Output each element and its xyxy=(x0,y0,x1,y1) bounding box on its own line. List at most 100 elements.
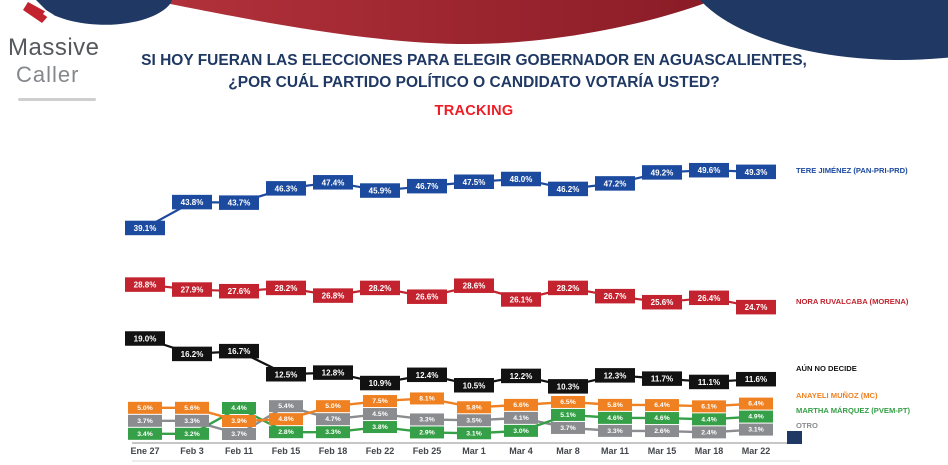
series-line-5 xyxy=(145,404,757,436)
data-label-value: 47.4% xyxy=(322,178,345,187)
x-axis-tick-label: Feb 11 xyxy=(225,446,253,456)
data-label-value: 19.0% xyxy=(134,335,157,344)
data-label-box xyxy=(407,178,447,194)
data-label-box xyxy=(642,294,682,310)
data-label-box xyxy=(269,400,303,413)
data-label-value: 28.6% xyxy=(463,282,486,291)
x-axis-tick-label: Feb 15 xyxy=(272,446,301,456)
data-label-value: 5.8% xyxy=(607,402,623,409)
data-label-value: 11.1% xyxy=(698,378,720,387)
data-label-box xyxy=(457,401,491,414)
data-label-box xyxy=(266,181,306,196)
data-label-value: 47.5% xyxy=(463,178,486,187)
data-label-box xyxy=(407,289,447,304)
data-label-box xyxy=(172,194,212,210)
data-label-value: 7.5% xyxy=(372,398,388,405)
data-label-value: 10.9% xyxy=(369,379,392,388)
data-label-value: 5.0% xyxy=(137,405,153,412)
data-label-box xyxy=(219,283,259,299)
brand-name-caller: Caller xyxy=(16,62,80,87)
x-axis-tick-label: Mar 15 xyxy=(648,446,677,456)
data-label-box xyxy=(551,421,585,434)
data-label-box xyxy=(504,398,538,411)
legend-label-1: NORA RUVALCABA (MORENA) xyxy=(796,297,909,306)
data-label-box xyxy=(410,392,444,405)
data-label-value: 49.3% xyxy=(745,168,768,177)
data-label-box xyxy=(269,413,303,426)
data-label-value: 39.1% xyxy=(134,224,157,233)
data-label-value: 3.1% xyxy=(466,430,482,437)
data-label-box xyxy=(501,292,541,307)
data-label-box xyxy=(172,346,212,362)
x-axis-tick-label: Mar 22 xyxy=(742,446,771,456)
brand-tagline-placeholder xyxy=(18,98,96,101)
data-label-box xyxy=(595,176,635,191)
data-label-value: 3.7% xyxy=(137,418,153,425)
data-label-value: 4.4% xyxy=(231,405,247,412)
data-label-box xyxy=(128,427,162,440)
data-label-box xyxy=(316,400,350,413)
data-label-box xyxy=(222,427,256,440)
data-label-box xyxy=(692,413,726,426)
data-label-value: 47.2% xyxy=(604,179,627,188)
data-label-box xyxy=(642,165,682,180)
data-label-value: 26.6% xyxy=(416,293,439,302)
x-axis-tick-label: Mar 11 xyxy=(601,446,629,456)
brand-logo: Massive Caller xyxy=(6,0,196,115)
data-label-box xyxy=(128,414,162,427)
data-label-value: 4.6% xyxy=(654,415,670,422)
data-label-value: 8.1% xyxy=(419,395,435,402)
data-label-value: 3.3% xyxy=(607,428,623,435)
data-label-value: 24.7% xyxy=(745,303,768,312)
legend-label-0: TERE JIMÉNEZ (PAN-PRI-PRD) xyxy=(796,166,908,175)
data-label-value: 28.2% xyxy=(275,284,298,293)
data-label-box xyxy=(689,162,729,178)
data-label-box xyxy=(551,408,585,421)
data-label-box xyxy=(645,412,679,425)
data-label-box xyxy=(689,290,729,306)
survey-question-line1: SI HOY FUERAN LAS ELECCIONES PARA ELEGIR… xyxy=(141,52,807,69)
data-label-box xyxy=(598,424,632,437)
data-label-value: 27.6% xyxy=(228,287,251,296)
data-label-value: 4.6% xyxy=(607,415,623,422)
data-label-value: 16.2% xyxy=(181,350,204,359)
data-label-value: 43.8% xyxy=(181,198,204,207)
legend-label-2: AÚN NO DECIDE xyxy=(796,364,857,373)
data-label-value: 4.1% xyxy=(513,415,529,422)
x-axis-tick-label: Feb 3 xyxy=(180,446,204,456)
data-label-box xyxy=(219,195,259,210)
survey-question-line2: ¿POR CUÁL PARTIDO POLÍTICO O CANDIDATO V… xyxy=(228,74,720,92)
data-label-value: 26.4% xyxy=(698,294,721,303)
data-label-box xyxy=(598,398,632,411)
data-label-box xyxy=(313,175,353,190)
data-label-value: 6.4% xyxy=(654,402,670,409)
data-label-box xyxy=(457,427,491,440)
data-label-box xyxy=(410,413,444,426)
data-label-box xyxy=(175,414,209,427)
title-block: SI HOY FUERAN LAS ELECCIONES PARA ELEGIR… xyxy=(0,50,948,119)
data-label-box xyxy=(125,331,165,346)
series-line-1 xyxy=(144,283,757,309)
data-label-value: 3.4% xyxy=(137,431,153,438)
data-label-value: 12.4% xyxy=(416,371,439,380)
brand-name-massive: Massive xyxy=(8,34,100,61)
data-label-value: 48.0% xyxy=(510,175,533,184)
logo-flag-icon xyxy=(23,0,172,25)
data-label-value: 3.0% xyxy=(513,428,529,435)
data-label-value: 3.7% xyxy=(231,431,247,438)
data-label-value: 4.4% xyxy=(701,416,717,423)
data-label-value: 6.1% xyxy=(701,403,717,410)
data-label-value: 3.3% xyxy=(419,416,435,423)
data-label-value: 27.9% xyxy=(181,286,204,295)
data-label-value: 16.7% xyxy=(228,347,251,356)
data-label-box xyxy=(551,395,585,408)
header-red-swoosh xyxy=(150,0,708,44)
data-label-value: 10.5% xyxy=(463,381,486,390)
data-label-value: 12.8% xyxy=(322,369,345,378)
data-label-box xyxy=(313,365,353,380)
data-label-box xyxy=(504,424,538,437)
data-label-value: 5.0% xyxy=(325,403,341,410)
data-label-box xyxy=(410,426,444,439)
x-axis-tick-label: Feb 22 xyxy=(366,446,395,456)
